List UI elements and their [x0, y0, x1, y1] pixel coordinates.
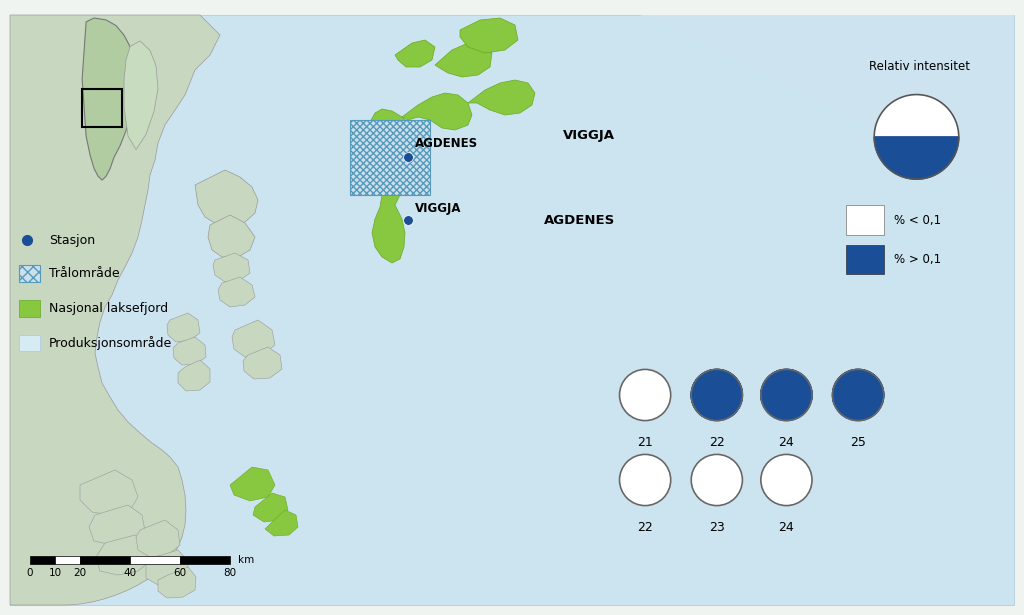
Polygon shape — [146, 550, 188, 585]
Text: 21: 21 — [637, 436, 653, 450]
Text: 23: 23 — [709, 522, 725, 534]
Text: 24: 24 — [778, 436, 795, 450]
Text: 10: 10 — [48, 568, 61, 578]
Polygon shape — [208, 215, 255, 257]
Bar — [18, 300, 40, 317]
Text: % > 0,1: % > 0,1 — [894, 253, 941, 266]
Polygon shape — [874, 137, 958, 179]
Text: 20: 20 — [74, 568, 87, 578]
Text: 24: 24 — [778, 522, 795, 534]
Text: % < 0,1: % < 0,1 — [894, 213, 941, 227]
Polygon shape — [243, 347, 282, 379]
Text: Relativ intensitet: Relativ intensitet — [868, 60, 970, 73]
Polygon shape — [691, 370, 742, 421]
Polygon shape — [874, 95, 958, 137]
Polygon shape — [620, 454, 671, 506]
Text: VIGGJA: VIGGJA — [563, 129, 615, 141]
Polygon shape — [96, 535, 150, 575]
Polygon shape — [395, 40, 435, 67]
Text: 40: 40 — [124, 568, 136, 578]
Polygon shape — [178, 360, 210, 391]
Polygon shape — [158, 567, 196, 598]
Text: 80: 80 — [223, 568, 237, 578]
Text: Trålområde: Trålområde — [49, 267, 120, 280]
Bar — [82, 89, 122, 127]
Polygon shape — [10, 15, 1014, 605]
Polygon shape — [124, 41, 158, 149]
Bar — [80, 556, 130, 564]
Polygon shape — [761, 454, 812, 506]
Polygon shape — [195, 170, 258, 227]
Polygon shape — [435, 43, 492, 77]
Polygon shape — [173, 337, 206, 365]
Polygon shape — [265, 510, 298, 536]
Text: AGDENES: AGDENES — [544, 213, 615, 226]
Polygon shape — [833, 370, 884, 421]
Polygon shape — [620, 370, 671, 421]
Text: Nasjonal laksefjord: Nasjonal laksefjord — [49, 302, 168, 315]
Polygon shape — [89, 505, 145, 545]
Polygon shape — [761, 370, 812, 421]
Polygon shape — [10, 15, 220, 605]
Bar — [130, 556, 180, 564]
Bar — [350, 120, 430, 195]
Text: 22: 22 — [709, 436, 725, 450]
Polygon shape — [136, 520, 180, 557]
Polygon shape — [691, 454, 742, 506]
Polygon shape — [691, 370, 742, 421]
Text: 60: 60 — [173, 568, 186, 578]
Bar — [18, 265, 40, 282]
Polygon shape — [218, 277, 255, 307]
Polygon shape — [240, 15, 1014, 195]
Text: km: km — [238, 555, 254, 565]
Bar — [30, 556, 55, 564]
Bar — [55, 556, 80, 564]
Polygon shape — [82, 18, 136, 180]
Text: 25: 25 — [850, 436, 866, 450]
Polygon shape — [253, 493, 288, 522]
Polygon shape — [368, 109, 420, 263]
Polygon shape — [460, 18, 518, 53]
Polygon shape — [213, 253, 250, 282]
Polygon shape — [833, 370, 884, 421]
Polygon shape — [230, 467, 275, 501]
Bar — [847, 205, 884, 235]
Text: Produksjonsområde: Produksjonsområde — [49, 336, 172, 350]
Bar — [18, 335, 40, 351]
Polygon shape — [468, 80, 535, 115]
Polygon shape — [402, 93, 472, 130]
Bar — [350, 120, 430, 195]
Text: AGDENES: AGDENES — [415, 137, 478, 150]
Bar — [180, 556, 230, 564]
Polygon shape — [761, 370, 812, 421]
Text: VIGGJA: VIGGJA — [415, 202, 462, 215]
Polygon shape — [167, 313, 200, 342]
Text: 0: 0 — [27, 568, 33, 578]
Text: 22: 22 — [637, 522, 653, 534]
Polygon shape — [232, 320, 275, 357]
Polygon shape — [80, 470, 138, 515]
Bar — [847, 245, 884, 274]
Text: Stasjon: Stasjon — [49, 234, 95, 247]
